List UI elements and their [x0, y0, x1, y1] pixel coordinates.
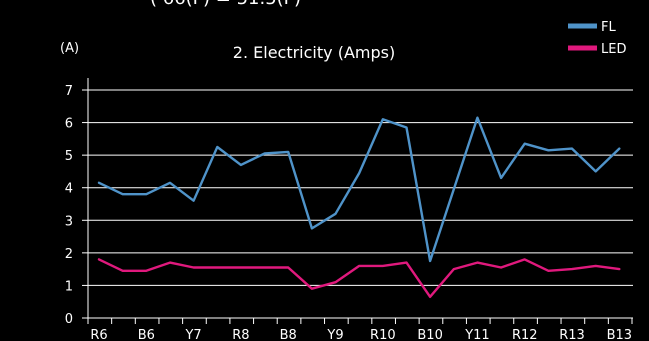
x-tick-label-r8: R8: [232, 328, 249, 341]
legend-label-fl: FL: [601, 20, 616, 35]
series-lines: [97, 116, 621, 298]
y-tick-label-5: 5: [65, 149, 73, 164]
y-tick-label-3: 3: [65, 214, 73, 229]
x-tick-label-b13: B13: [607, 328, 632, 341]
legend-label-led: LED: [601, 42, 626, 57]
y-axis-ticks: 0 1 2 3 4 5 6 7: [65, 84, 88, 327]
x-tick-label-b8: B8: [280, 328, 297, 341]
y-tick-label-7: 7: [65, 84, 73, 99]
x-tick-label-b10: B10: [417, 328, 442, 341]
y-tick-label-6: 6: [65, 117, 73, 132]
axes: [87, 78, 633, 319]
legend: FL LED: [568, 20, 626, 57]
x-tick-label-r12: R12: [512, 328, 538, 341]
x-tick-label-y11: Y11: [464, 328, 489, 341]
x-tick-label-y9: Y9: [326, 328, 343, 341]
y-unit-label: (A): [60, 41, 79, 56]
y-tick-label-2: 2: [65, 247, 73, 262]
series-line-led: [97, 258, 621, 298]
x-axis-ticks: R6 B6 Y7 R8 B8 Y9 R10 B10 Y11 R12 R13 B13: [87, 318, 633, 341]
y-tick-label-0: 0: [65, 312, 73, 327]
x-tick-label-y7: Y7: [184, 328, 201, 341]
chart-title: 2. Electricity (Amps): [233, 43, 395, 62]
gridlines: [88, 89, 633, 286]
x-tick-label-b6: B6: [138, 328, 155, 341]
y-tick-label-1: 1: [65, 279, 73, 294]
series-line-fl: [97, 116, 621, 263]
x-tick-label-r13: R13: [559, 328, 585, 341]
y-tick-label-4: 4: [65, 182, 73, 197]
x-tick-label-r6: R6: [90, 328, 107, 341]
header-fragment: ( 66(F) = 51.5(F): [150, 0, 301, 9]
x-tick-label-r10: R10: [370, 328, 396, 341]
